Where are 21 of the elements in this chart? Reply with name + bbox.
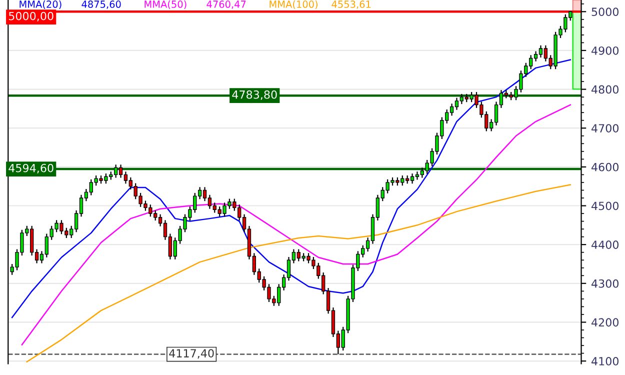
y-tick-label: 4900 [592, 46, 619, 55]
y-tick-label: 4600 [592, 162, 619, 172]
y-tick-label: 4700 [592, 124, 619, 132]
y-tick-label: 4100 [592, 357, 619, 366]
line-series [26, 184, 572, 362]
y-tick-label: 5000 [592, 8, 619, 16]
y-tick-label: 4200 [592, 318, 619, 327]
ref-line-label: 5000,00 [8, 12, 54, 22]
y-tick-label: 4500 [592, 202, 619, 210]
annotation: 4875,60 [82, 0, 121, 9]
ref-line-label: 4594,60 [8, 164, 54, 174]
text: MMA(100) [270, 0, 318, 10]
ref-line-label: 4117,40 [169, 349, 214, 359]
annotation: 4760,47 [206, 0, 246, 9]
y-tick-label: 4400 [592, 240, 619, 249]
y-tick-label: 4300 [592, 279, 619, 288]
text: MMA(20) [20, 0, 62, 10]
annotation: 4553,61 [332, 0, 371, 9]
ref-line-label: 4783,80 [232, 90, 277, 100]
text: MMA(50) [144, 0, 186, 10]
y-tick-label: 4800 [592, 85, 619, 94]
